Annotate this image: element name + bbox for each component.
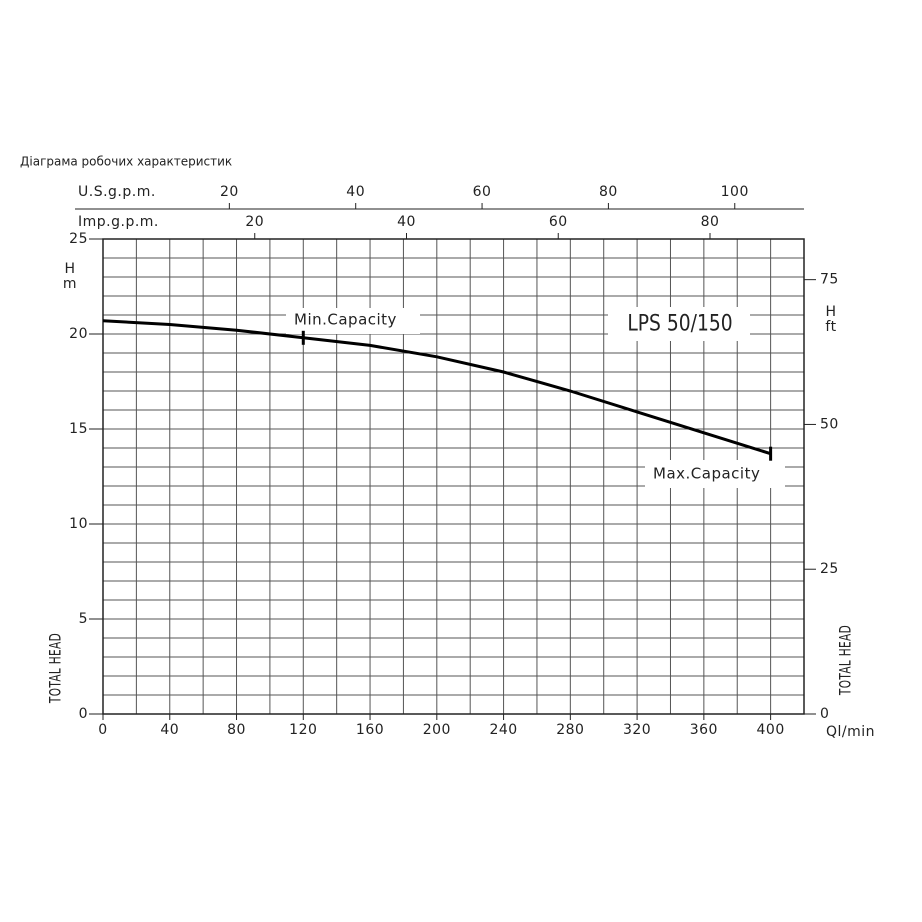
x-tick-label: 320 <box>623 722 651 738</box>
y-tick-label: 20 <box>69 326 88 342</box>
x-tick-label: 400 <box>757 722 785 738</box>
curve <box>102 319 772 456</box>
top-tick-label: 60 <box>473 184 492 200</box>
x-tick-label: 40 <box>160 722 179 738</box>
y-symbol: H <box>64 261 75 277</box>
top-axis-label: U.S.g.p.m. <box>78 184 156 200</box>
x-tick-label: 240 <box>489 722 517 738</box>
y2-tick-label: 25 <box>820 561 839 577</box>
y2-tick-label: 0 <box>820 706 829 722</box>
top-tick-label: 40 <box>397 214 416 230</box>
x-tick-label: 0 <box>98 722 107 738</box>
y-tick-label: 10 <box>69 516 88 532</box>
top-tick-label: 20 <box>220 184 239 200</box>
chart-title: Діаграма робочих характеристик <box>20 155 232 169</box>
y2-symbol: H <box>825 304 836 320</box>
x-tick-label: 160 <box>356 722 384 738</box>
top-tick-label: 80 <box>701 214 720 230</box>
y-tick-label: 5 <box>79 611 88 627</box>
y-label: TOTAL HEAD <box>47 633 66 704</box>
annotation: Max.Capacity <box>653 465 760 483</box>
label-box <box>286 308 420 334</box>
top-tick-label: 40 <box>346 184 365 200</box>
label-box <box>608 307 750 341</box>
y-tick-label: 0 <box>79 706 88 722</box>
x-tick-label: 280 <box>556 722 584 738</box>
top-tick-label: 80 <box>599 184 618 200</box>
y2-unit: ft <box>825 319 836 335</box>
y2-label: TOTAL HEAD <box>837 625 856 696</box>
x-tick-label: 120 <box>289 722 317 738</box>
top-tick-label: 20 <box>245 214 264 230</box>
plot-frame <box>102 238 805 715</box>
model-label: LPS 50/150 <box>627 310 732 336</box>
x-tick-label: 80 <box>227 722 246 738</box>
top-axis-label: Imp.g.p.m. <box>78 214 159 230</box>
top-tick-label: 100 <box>721 184 749 200</box>
y-tick-label: 15 <box>69 421 88 437</box>
y-unit: m <box>63 276 77 292</box>
top-tick-label: 60 <box>549 214 568 230</box>
y-tick-label: 25 <box>69 231 88 247</box>
y2-tick-label: 50 <box>820 416 839 432</box>
x-tick-label: 200 <box>423 722 451 738</box>
label-box <box>645 460 785 488</box>
y2-tick-label: 75 <box>820 272 839 288</box>
x-tick-label: 360 <box>690 722 718 738</box>
annotation: Min.Capacity <box>294 311 397 329</box>
x-unit: Ql/min <box>826 724 875 740</box>
